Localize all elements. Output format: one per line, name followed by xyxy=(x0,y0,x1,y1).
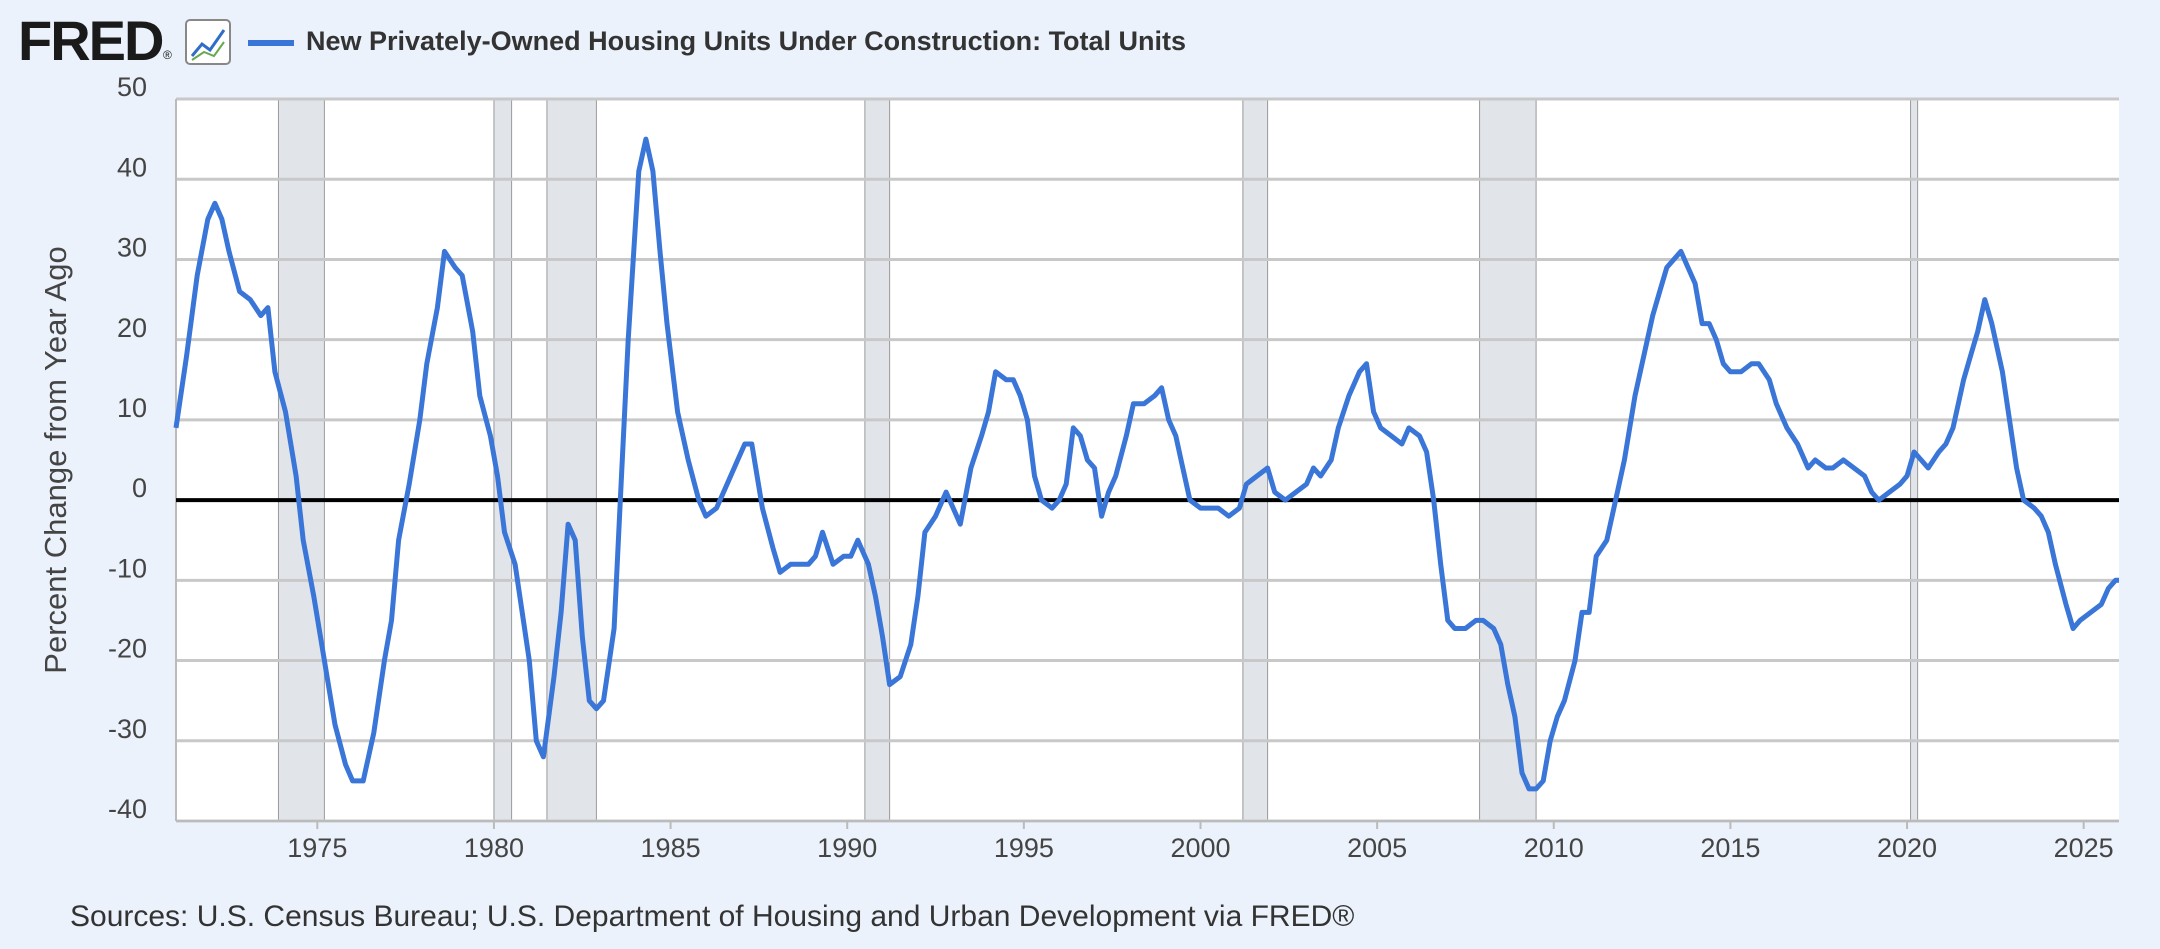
y-tick-label: 40 xyxy=(117,152,147,182)
y-tick-label: 30 xyxy=(117,233,147,263)
y-tick-label: 0 xyxy=(132,473,147,503)
y-tick-label: -20 xyxy=(108,634,147,664)
x-tick-label: 2010 xyxy=(1524,833,1584,863)
y-tick-label: 10 xyxy=(117,393,147,423)
recession-band xyxy=(864,98,891,822)
x-tick-label: 1990 xyxy=(817,833,877,863)
source: Sources: U.S. Census Bureau; U.S. Depart… xyxy=(70,900,1354,933)
series-line xyxy=(173,136,2119,792)
legend-label: New Privately-Owned Housing Units Under … xyxy=(306,26,1186,56)
recession-band xyxy=(1242,98,1269,822)
y-tick-label: -30 xyxy=(108,714,147,744)
recession-band xyxy=(1479,98,1537,822)
y-tick-label: 50 xyxy=(117,72,147,102)
y-tick-label: -10 xyxy=(108,553,147,583)
y-tick-label: 20 xyxy=(117,313,147,343)
x-tick-label: 1985 xyxy=(641,833,701,863)
y-axis-label: Percent Change from Year Ago xyxy=(38,246,73,673)
x-tick-label: 2005 xyxy=(1347,833,1407,863)
x-tick-label: 1995 xyxy=(994,833,1054,863)
x-tick-label: 1980 xyxy=(464,833,524,863)
x-tick-label: 1975 xyxy=(287,833,347,863)
y-tick-label: -40 xyxy=(108,794,147,824)
x-tick-label: 2015 xyxy=(1700,833,1760,863)
plot-area xyxy=(176,99,2119,821)
logo-mark: ® xyxy=(163,48,172,62)
logo-icon xyxy=(185,19,231,65)
x-tick-label: 2000 xyxy=(1170,833,1230,863)
x-tick-label: 2025 xyxy=(2054,833,2114,863)
recession-band xyxy=(277,98,325,822)
recession-band xyxy=(546,98,597,822)
logo: FRED xyxy=(18,9,163,72)
x-tick-label: 2020 xyxy=(1877,833,1937,863)
